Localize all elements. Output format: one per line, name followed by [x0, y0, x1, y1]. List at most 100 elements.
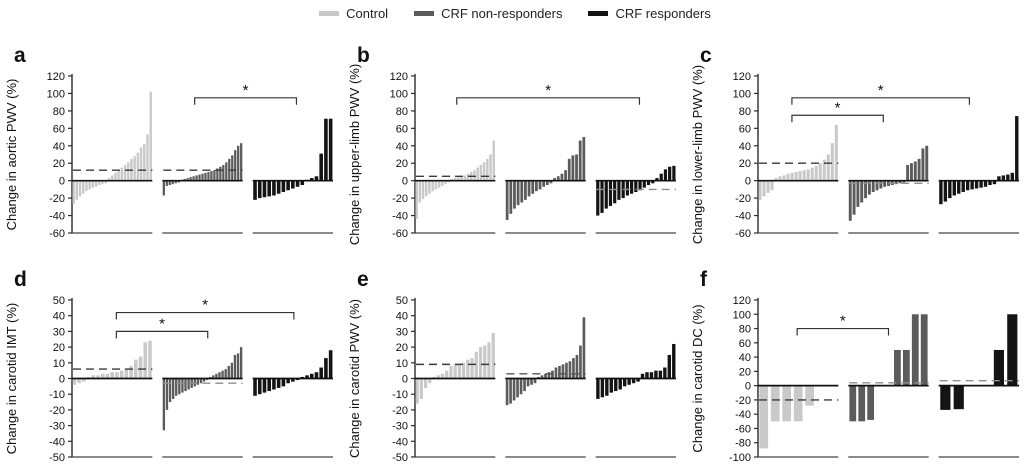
bar: [421, 180, 425, 199]
bar: [309, 178, 314, 181]
bar: [509, 180, 513, 214]
significance-bracket: [115, 330, 209, 339]
bar: [428, 180, 431, 194]
bar: [212, 375, 215, 379]
bar: [556, 176, 560, 181]
bar: [575, 354, 579, 379]
panel-letter-b: b: [357, 44, 370, 67]
bar: [551, 370, 554, 379]
bar: [143, 342, 148, 379]
bar: [961, 180, 965, 193]
bar: [204, 172, 207, 181]
bar: [902, 180, 906, 183]
bar: [856, 180, 860, 207]
bar: [627, 378, 631, 385]
legend-label-crf-non-responders: CRF non-responders: [441, 5, 563, 21]
bar: [117, 170, 120, 181]
bar: [237, 145, 240, 181]
bar: [107, 178, 111, 181]
bar: [646, 180, 651, 186]
y-tick-label: -20: [392, 405, 408, 417]
y-tick-label: 100: [390, 88, 408, 100]
bar: [849, 385, 857, 422]
y-tick-label: 40: [396, 311, 408, 323]
bar: [534, 180, 538, 192]
bar: [993, 349, 1005, 386]
bar: [91, 375, 96, 379]
y-tick-label: -50: [49, 452, 65, 464]
bar: [85, 180, 88, 192]
y-tick-label: 120: [733, 295, 751, 307]
y-tick-label: 40: [396, 141, 408, 153]
bar: [253, 378, 257, 396]
panel-letter-e: e: [357, 268, 369, 291]
panel-c: c Change in lower-limb PWV (%) 120 100 80 60 4…: [686, 26, 1029, 250]
bar: [810, 167, 814, 181]
bar: [139, 147, 143, 181]
bar: [894, 180, 898, 185]
bar: [527, 180, 531, 197]
y-tick-label: 20: [53, 158, 65, 170]
bar: [822, 159, 826, 181]
bar: [466, 359, 470, 379]
bar: [567, 158, 571, 181]
bar: [860, 180, 864, 203]
significance-star: *: [878, 82, 884, 99]
bar: [441, 180, 444, 186]
bar: [453, 178, 457, 181]
bar: [423, 378, 428, 388]
bar: [82, 378, 86, 382]
bar: [806, 169, 810, 181]
bar: [162, 378, 166, 431]
y-tick-label: 50: [53, 295, 65, 307]
bar: [864, 180, 868, 199]
y-tick-label: 50: [396, 295, 408, 307]
bar: [474, 351, 478, 379]
bar: [171, 378, 175, 399]
bar: [96, 375, 100, 379]
bar: [852, 180, 856, 215]
bar: [489, 154, 492, 181]
bar: [77, 378, 81, 384]
bar: [758, 180, 762, 200]
bar: [531, 180, 535, 194]
bar: [640, 373, 645, 379]
bar: [568, 361, 572, 379]
y-tick-label: 20: [53, 342, 65, 354]
bar: [101, 180, 104, 185]
y-tick-label: -40: [49, 211, 65, 223]
bar: [553, 178, 557, 181]
bar: [898, 180, 902, 184]
bar: [516, 378, 519, 398]
bar: [894, 349, 901, 386]
bar: [778, 176, 782, 181]
y-tick-label: -80: [735, 438, 751, 450]
bar: [519, 378, 523, 395]
bar: [638, 180, 642, 191]
bar: [668, 166, 672, 181]
bar: [782, 175, 786, 181]
y-tick-label: 10: [53, 358, 65, 370]
bar: [505, 180, 509, 220]
bar: [437, 180, 441, 188]
y-tick-label: -40: [735, 211, 751, 223]
y-tick-label: 10: [396, 358, 408, 370]
y-tick-label: -60: [392, 228, 408, 240]
bar: [119, 370, 124, 379]
y-tick-label: 100: [47, 88, 65, 100]
bar: [575, 154, 578, 181]
panel-letter-d: d: [14, 268, 27, 291]
y-tick-label: 0: [745, 381, 751, 393]
y-axis-label: Change in lower-limb PWV (%): [690, 65, 705, 244]
bar: [925, 145, 929, 181]
bar: [281, 180, 286, 193]
bar: [272, 180, 276, 196]
bar: [663, 169, 668, 181]
bar: [314, 372, 319, 379]
bar: [649, 372, 654, 379]
bar: [213, 170, 216, 181]
bar: [434, 180, 438, 190]
bar: [440, 373, 445, 379]
bar: [230, 362, 234, 379]
bar: [774, 178, 778, 181]
